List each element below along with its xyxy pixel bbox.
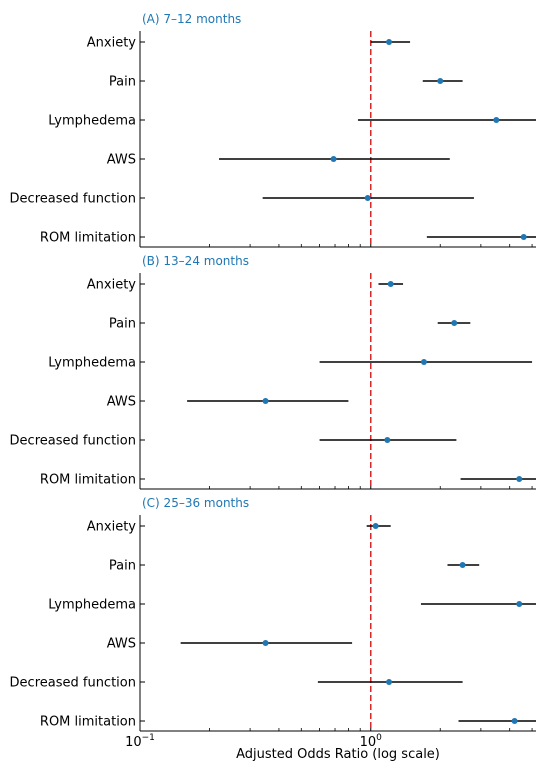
panel-a-point-lymphedema — [493, 117, 500, 123]
panel-c-label-rom-limitation: ROM limitation — [40, 715, 136, 730]
panel-c-point-decreased-function — [386, 679, 393, 685]
panel-c-point-lymphedema — [516, 601, 523, 607]
panel-c-label-pain: Pain — [109, 559, 136, 574]
panel-c-label-anxiety: Anxiety — [87, 520, 137, 535]
panel-b-point-anxiety — [387, 281, 394, 287]
panel-b-label-decreased-function: Decreased function — [10, 434, 136, 449]
panel-a-point-anxiety — [386, 39, 393, 45]
panel-b-label-lymphedema: Lymphedema — [48, 356, 136, 371]
panel-c-label-decreased-function: Decreased function — [10, 676, 136, 691]
panel-a-point-pain — [437, 78, 444, 84]
panel-b-point-rom-limitation — [516, 476, 523, 482]
panel-c-label-lymphedema: Lymphedema — [48, 598, 136, 613]
x-tick-label: 10−1 — [125, 733, 155, 750]
panel-c-label-aws: AWS — [107, 637, 136, 652]
panel-a-label-decreased-function: Decreased function — [10, 192, 136, 207]
panel-c-point-rom-limitation — [511, 718, 518, 724]
panel-a-point-aws — [330, 156, 337, 162]
panel-c-point-pain — [459, 562, 466, 568]
panel-a-label-rom-limitation: ROM limitation — [40, 231, 136, 246]
panel-b-label-pain: Pain — [109, 317, 136, 332]
panel-c-title: (C) 25–36 months — [142, 496, 249, 510]
panel-a-label-aws: AWS — [107, 153, 136, 168]
panel-b-point-pain — [451, 320, 458, 326]
panel-b-title: (B) 13–24 months — [142, 254, 249, 268]
panel-b-label-rom-limitation: ROM limitation — [40, 473, 136, 488]
panel-b-point-aws — [262, 398, 269, 404]
panel-b-label-aws: AWS — [107, 395, 136, 410]
panel-a-point-decreased-function — [364, 195, 371, 201]
panel-c-point-anxiety — [372, 523, 379, 529]
panel-a-point-rom-limitation — [520, 234, 527, 240]
panel-a-label-pain: Pain — [109, 75, 136, 90]
panel-a-label-anxiety: Anxiety — [87, 36, 137, 51]
panel-b-point-lymphedema — [420, 359, 427, 365]
panel-b-label-anxiety: Anxiety — [87, 278, 137, 293]
x-tick-label: 100 — [360, 733, 383, 750]
panel-a-label-lymphedema: Lymphedema — [48, 114, 136, 129]
x-axis-title: Adjusted Odds Ratio (log scale) — [236, 747, 440, 762]
panel-a-title: (A) 7–12 months — [142, 12, 241, 26]
panel-c-point-aws — [262, 640, 269, 646]
panel-b-point-decreased-function — [384, 437, 391, 443]
